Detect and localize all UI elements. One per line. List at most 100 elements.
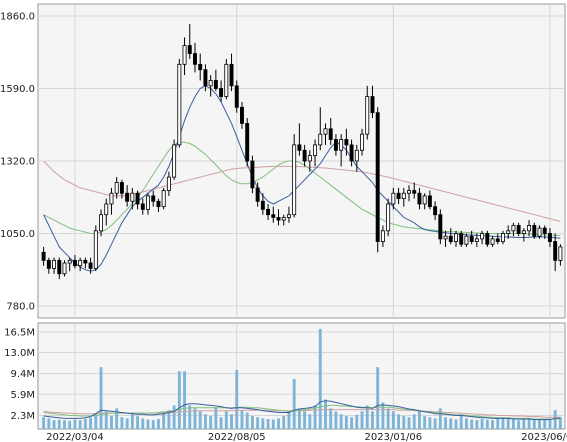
volume-bar — [318, 328, 322, 429]
volume-bar — [506, 418, 510, 429]
volume-bar — [397, 414, 401, 429]
candle — [213, 69, 218, 92]
volume-bar — [391, 411, 395, 429]
candle — [302, 144, 307, 167]
candle — [547, 228, 552, 247]
x-tick-label: 2023/06/09 — [521, 432, 567, 442]
candle — [198, 53, 203, 81]
volume-bar — [83, 418, 87, 429]
candle — [255, 182, 260, 207]
volume-bar — [42, 417, 46, 429]
candle — [286, 206, 291, 223]
candle — [57, 257, 62, 280]
candle — [433, 201, 438, 221]
candle-body — [360, 133, 364, 151]
candle-body — [537, 227, 542, 237]
volume-bar — [198, 411, 202, 429]
candle — [558, 244, 563, 266]
volume-bar — [271, 419, 275, 429]
candle — [407, 185, 411, 202]
volume-bar — [491, 420, 494, 429]
volume-bar — [558, 417, 562, 429]
candle — [46, 257, 51, 274]
volume-y-tick-label: 5.9M — [10, 390, 35, 401]
candle — [323, 123, 328, 145]
volume-bar — [57, 419, 61, 429]
candle-body — [104, 203, 109, 216]
volume-bar — [438, 408, 442, 429]
candle-body — [57, 259, 62, 275]
volume-bar — [543, 419, 547, 429]
volume-bar — [110, 416, 113, 429]
candle-body — [542, 227, 547, 234]
candle — [140, 198, 145, 215]
candle — [125, 185, 130, 207]
candle — [67, 257, 72, 272]
candle-body — [532, 225, 537, 237]
candle-body — [412, 190, 417, 194]
candle — [344, 128, 349, 156]
volume-bar — [73, 419, 77, 429]
volume-bar — [99, 367, 103, 429]
volume-bar — [219, 417, 223, 429]
candle-body — [177, 63, 182, 146]
candle-body — [83, 259, 88, 264]
volume-bar — [277, 418, 280, 429]
candle — [542, 225, 547, 239]
candle-body — [354, 149, 359, 162]
candle-body — [161, 190, 166, 208]
candle-body — [380, 230, 385, 242]
volume-bar — [553, 410, 557, 429]
volume-bar — [355, 414, 359, 429]
candle-body — [407, 190, 411, 194]
candle — [438, 209, 443, 245]
candle — [88, 257, 93, 274]
volume-bar — [172, 405, 176, 429]
candle — [276, 209, 281, 226]
volume-bar — [115, 408, 119, 429]
volume-bar — [47, 418, 51, 429]
candle — [281, 214, 286, 226]
candle — [417, 187, 422, 210]
candle-body — [224, 63, 229, 97]
candle — [203, 64, 208, 92]
volume-bar — [344, 416, 348, 429]
x-tick-label: 2022/03/04 — [46, 432, 104, 442]
candle-body — [401, 192, 406, 199]
candle — [271, 206, 276, 223]
volume-bar — [407, 417, 411, 429]
candle — [365, 85, 370, 140]
candle — [396, 187, 401, 204]
candle — [130, 187, 135, 210]
volume-bar — [214, 407, 218, 429]
x-tick-label: 2023/01/06 — [365, 432, 423, 442]
volume-bar — [501, 417, 505, 429]
candle — [177, 58, 182, 148]
volume-bar — [297, 408, 301, 429]
candle-body — [135, 192, 140, 205]
candle — [480, 230, 485, 245]
volume-bar — [63, 420, 66, 429]
candle-body — [255, 187, 260, 202]
volume-bar — [548, 420, 552, 429]
candle-body — [391, 192, 396, 205]
candle-body — [286, 214, 291, 218]
volume-bar — [157, 418, 160, 429]
volume-y-tick-label: 9.4M — [10, 369, 35, 380]
candle-body — [172, 144, 177, 178]
price-y-tick-label: 780.0 — [6, 302, 35, 313]
volume-bar — [350, 417, 354, 429]
candle — [521, 228, 526, 242]
volume-panel-bg — [37, 322, 566, 430]
volume-bar — [104, 411, 108, 429]
candle-body — [313, 144, 318, 157]
candle-body — [485, 233, 490, 245]
candle-body — [130, 192, 135, 202]
volume-bar — [532, 420, 536, 429]
candle-body — [146, 195, 150, 210]
candle-body — [114, 182, 119, 194]
candle-body — [474, 238, 479, 242]
volume-ma-short-line — [43, 400, 561, 421]
candle-body — [490, 238, 495, 245]
price-y-tick-label: 1320.0 — [0, 157, 35, 168]
